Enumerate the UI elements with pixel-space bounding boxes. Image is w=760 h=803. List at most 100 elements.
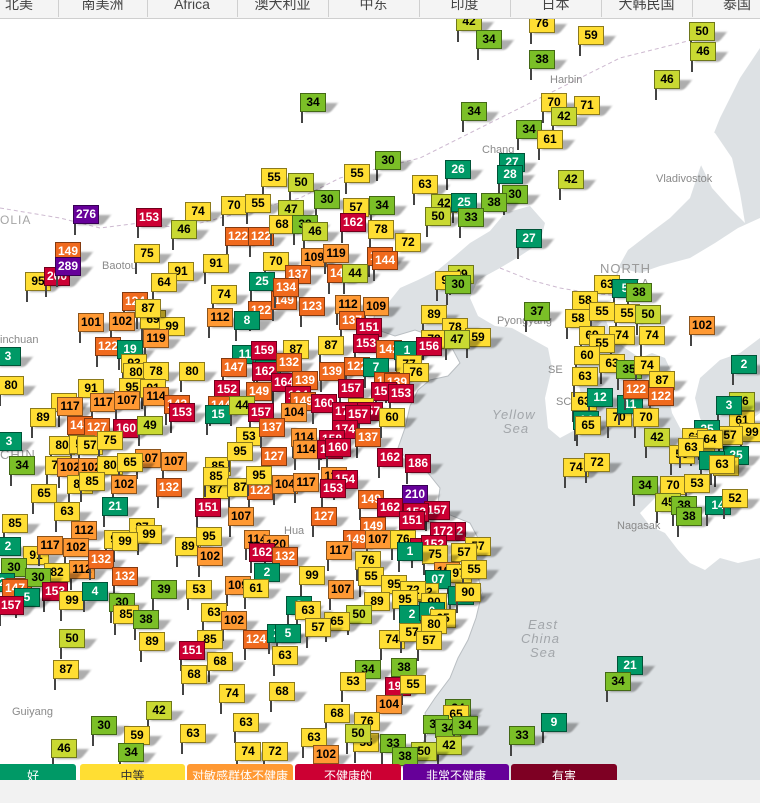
station-marker[interactable]: 61 — [537, 130, 576, 160]
aqi-value[interactable]: 44 — [342, 264, 368, 283]
station-marker[interactable]: 42 — [558, 170, 597, 200]
station-marker[interactable]: 127 — [261, 447, 300, 477]
aqi-value[interactable]: 70 — [633, 408, 659, 427]
station-marker[interactable]: 117 — [293, 473, 332, 503]
station-marker[interactable]: 153 — [320, 479, 359, 509]
aqi-value[interactable]: 34 — [300, 93, 326, 112]
station-marker[interactable]: 132 — [112, 567, 151, 597]
aqi-value[interactable]: 80 — [0, 376, 24, 395]
aqi-value[interactable]: 55 — [400, 675, 426, 694]
aqi-value[interactable]: 60 — [574, 346, 600, 365]
station-marker[interactable]: 89 — [175, 537, 214, 567]
aqi-value[interactable]: 46 — [654, 70, 680, 89]
station-marker[interactable]: 95 — [227, 442, 266, 472]
aqi-value[interactable]: 157 — [345, 405, 372, 424]
aqi-value[interactable]: 30 — [375, 151, 401, 170]
aqi-value[interactable]: 153 — [320, 479, 347, 498]
station-marker[interactable]: 30 — [445, 275, 484, 305]
station-marker[interactable]: 151 — [179, 641, 218, 671]
region-tab-6[interactable]: 日本 — [510, 0, 602, 17]
aqi-value[interactable]: 132 — [156, 478, 183, 497]
station-marker[interactable]: 74 — [211, 285, 250, 315]
air-quality-map[interactable]: OLIA Baotou inchuan CHIN Guiyang Harbin Chang V… — [0, 12, 760, 780]
station-marker[interactable]: 47 — [278, 200, 317, 230]
aqi-value[interactable]: 102 — [109, 312, 136, 331]
station-marker[interactable]: 30 — [91, 716, 130, 746]
aqi-value[interactable]: 276 — [73, 205, 100, 224]
station-marker[interactable]: 70 — [633, 408, 672, 438]
station-marker[interactable]: 42 — [146, 701, 185, 731]
aqi-value[interactable]: 80 — [49, 436, 75, 455]
aqi-value[interactable]: 38 — [626, 283, 652, 302]
station-marker[interactable]: 107 — [365, 530, 404, 560]
aqi-value[interactable]: 132 — [276, 353, 303, 372]
aqi-value[interactable]: 114 — [143, 387, 169, 406]
aqi-value[interactable]: 63 — [709, 455, 735, 474]
station-marker[interactable]: 132 — [88, 550, 127, 580]
aqi-value[interactable]: 57 — [77, 436, 103, 455]
station-marker[interactable]: 63 — [412, 175, 451, 205]
station-marker[interactable]: 64 — [151, 273, 190, 303]
station-marker[interactable]: 157 — [0, 596, 37, 626]
aqi-value[interactable]: 63 — [54, 502, 80, 521]
aqi-value[interactable]: 87 — [53, 660, 79, 679]
aqi-value[interactable]: 124 — [243, 630, 270, 649]
station-marker[interactable]: 34 — [461, 102, 500, 132]
station-marker[interactable]: 75 — [97, 431, 136, 461]
aqi-value[interactable]: 50 — [346, 605, 372, 624]
station-marker[interactable]: 80 — [179, 362, 218, 392]
station-marker[interactable]: 80 — [49, 436, 88, 466]
aqi-value[interactable]: 33 — [509, 726, 535, 745]
station-marker[interactable]: 38 — [481, 193, 520, 223]
aqi-value[interactable]: 38 — [133, 610, 159, 629]
aqi-value[interactable]: 102 — [313, 745, 340, 764]
aqi-value[interactable]: 34 — [476, 30, 502, 49]
station-marker[interactable]: 117 — [90, 393, 129, 423]
station-marker[interactable]: 42 — [644, 428, 683, 458]
station-marker[interactable]: 109 — [363, 297, 402, 327]
station-marker[interactable]: 102 — [313, 745, 352, 775]
station-marker[interactable]: 37 — [524, 302, 563, 332]
station-marker[interactable]: 122 — [225, 227, 264, 257]
aqi-value[interactable]: 162 — [377, 498, 404, 517]
aqi-value[interactable]: 157 — [424, 501, 451, 520]
aqi-value[interactable]: 74 — [211, 285, 237, 304]
station-marker[interactable]: 107 — [114, 391, 153, 421]
region-tab-3[interactable]: 澳大利亚 — [237, 0, 329, 17]
station-marker[interactable]: 107 — [328, 580, 367, 610]
aqi-value[interactable]: 2 — [0, 537, 21, 556]
aqi-value[interactable]: 33 — [458, 208, 484, 227]
station-marker[interactable]: 139 — [319, 362, 358, 392]
station-marker[interactable]: 132 — [276, 353, 315, 383]
aqi-value[interactable]: 122 — [95, 337, 122, 356]
station-marker[interactable]: 102 — [689, 316, 728, 346]
station-marker[interactable]: 38 — [529, 50, 568, 80]
aqi-value[interactable]: 55 — [261, 168, 287, 187]
station-marker[interactable]: 63 — [709, 455, 748, 485]
aqi-value[interactable]: 34 — [632, 476, 658, 495]
aqi-value[interactable]: 85 — [2, 514, 28, 533]
station-marker[interactable]: 26 — [445, 160, 484, 190]
station-marker[interactable]: 61 — [243, 579, 282, 609]
station-marker[interactable]: 74 — [639, 326, 678, 356]
station-marker[interactable]: 34 — [369, 196, 408, 226]
station-marker[interactable]: 55 — [400, 675, 439, 705]
aqi-value[interactable]: 37 — [524, 302, 550, 321]
aqi-value[interactable]: 99 — [739, 423, 760, 442]
station-marker[interactable]: 53 — [340, 672, 379, 702]
station-marker[interactable]: 74 — [185, 202, 224, 232]
station-marker[interactable]: 55 — [245, 194, 284, 224]
station-marker[interactable]: 89 — [30, 408, 69, 438]
aqi-value[interactable]: 38 — [391, 658, 417, 677]
station-marker[interactable]: 2 — [731, 355, 760, 385]
station-marker[interactable]: 39 — [151, 580, 190, 610]
aqi-value[interactable]: 46 — [302, 222, 328, 241]
station-marker[interactable]: 46 — [654, 70, 693, 100]
region-tab-2[interactable]: Africa — [147, 0, 238, 17]
station-marker[interactable]: 55 — [461, 560, 500, 590]
aqi-value[interactable]: 160 — [311, 394, 338, 413]
aqi-value[interactable]: 101 — [78, 313, 105, 332]
aqi-value[interactable]: 70 — [263, 252, 289, 271]
aqi-value[interactable]: 102 — [63, 538, 90, 557]
aqi-value[interactable]: 157 — [248, 403, 275, 422]
